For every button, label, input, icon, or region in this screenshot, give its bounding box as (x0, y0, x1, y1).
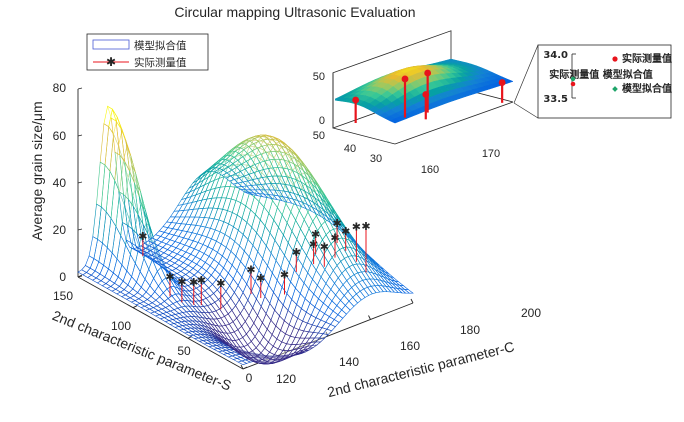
inset-s-tick-label: 30 (370, 153, 382, 165)
zoom-legend-label-measured: 实际测量值 (622, 52, 672, 65)
measured-point: ✱ (309, 239, 318, 251)
inset-s-axis-line (332, 127, 396, 145)
zoom-frame (537, 44, 672, 119)
zoom-legend-marker-fitted (612, 86, 618, 92)
measured-point: ✱ (361, 221, 370, 233)
zoom-y-tick-label: 34.0 (543, 50, 568, 61)
z-axis-label: Average grain size/μm (29, 101, 45, 240)
c-tick (410, 298, 414, 304)
inset-measured-points (352, 69, 506, 123)
zoom-legend-label-fitted: 模型拟合值 (622, 82, 672, 95)
c-tick-label: 160 (400, 339, 420, 353)
measured-point: ✱ (311, 229, 320, 241)
s-tick-label: 100 (111, 319, 131, 333)
z-tick (77, 87, 83, 90)
measured-point: ✱ (330, 233, 339, 245)
inset-c-tick-label: 170 (482, 148, 500, 160)
inset-c-axis-line (394, 101, 514, 145)
measured-point: ✱ (216, 278, 225, 290)
inset-measured-point (352, 96, 360, 104)
zoom-measured-point (570, 81, 576, 87)
c-tick-label: 180 (460, 323, 480, 337)
measured-points: ✱✱ ✱ ✱✱ ✱ ✱ ✱✱✱ ✱✱✱ ✱ ✱✱✱✱ (138, 218, 371, 310)
z-tick (77, 181, 83, 184)
c-tick-label: 120 (276, 372, 296, 386)
zoom-y-tick-label: 33.5 (543, 94, 568, 105)
inset-s-tick-label: 50 (313, 130, 325, 142)
s-tick (77, 274, 83, 278)
s-tick-label: 150 (53, 289, 73, 303)
s-tick-label: 0 (246, 371, 253, 385)
inset-surface (335, 58, 513, 124)
c-tick (240, 364, 244, 370)
legend-label-measured: 实际测量值 (134, 56, 187, 69)
inset-measured-point (401, 75, 409, 83)
measured-point: ✱ (246, 265, 255, 277)
z-tick (77, 228, 83, 231)
c-tick (368, 315, 371, 320)
measured-point: ✱ (177, 277, 186, 289)
s-axis-line (77, 276, 244, 370)
c-tick-label: 140 (339, 355, 359, 369)
star-marker-icon: ✱ (106, 55, 116, 69)
z-tick-label: 60 (53, 129, 67, 143)
z-tick-label: 20 (53, 223, 67, 237)
zoom-box: 34.0 33.5 实际测量值 模型拟合值 实际测量值 模型拟合值 (513, 44, 672, 119)
overlap-label: 实际测量值 模型拟合值 (549, 68, 652, 81)
z-tick-label: 80 (53, 81, 67, 95)
inset-plot: 50 0 50 40 30 160 170 (313, 30, 514, 176)
measured-point: ✱ (280, 270, 289, 282)
legend: 模型拟合值 ✱ 实际测量值 (86, 33, 209, 71)
measured-point: ✱ (165, 271, 174, 283)
c-axis-label: 2nd characteristic parameter-C (326, 338, 516, 400)
measured-point: ✱ (292, 247, 301, 259)
inset-s-tick-label: 40 (344, 143, 356, 155)
surface-patch (77, 269, 88, 276)
z-tick-label: 40 (53, 176, 67, 190)
c-tick-label: 200 (521, 306, 541, 320)
measured-point: ✱ (256, 273, 265, 285)
z-tick-label: 0 (59, 270, 66, 284)
zoom-leader-line (513, 102, 539, 119)
measured-point: ✱ (197, 275, 206, 287)
measured-point: ✱ (320, 242, 329, 254)
surface-legend-swatch (92, 39, 130, 50)
inset-measured-point (424, 69, 432, 77)
inset-z-tick-label: 0 (319, 115, 325, 127)
inset-z-tick-label: 50 (313, 71, 325, 83)
measured-point: ✱ (138, 231, 147, 243)
fitted-surface (77, 105, 414, 366)
zoom-legend-marker-measured (612, 56, 618, 62)
zoom-leader-line (513, 44, 539, 104)
measured-point: ✱ (341, 226, 350, 238)
s-tick (242, 366, 248, 370)
measured-point: ✱ (352, 221, 361, 233)
measured-point: ✱ (189, 277, 198, 289)
s-tick (132, 305, 138, 309)
inset-measured-point (422, 91, 430, 98)
z-tick (77, 134, 83, 137)
zoom-fitted-point (570, 76, 576, 82)
legend-label-fitted: 模型拟合值 (134, 39, 187, 52)
s-tick-label: 50 (177, 344, 191, 358)
inset-measured-point (498, 79, 506, 86)
inset-c-tick-label: 160 (421, 164, 439, 176)
measured-point: ✱ (332, 218, 341, 230)
chart-title: Circular mapping Ultrasonic Evaluation (174, 4, 415, 20)
